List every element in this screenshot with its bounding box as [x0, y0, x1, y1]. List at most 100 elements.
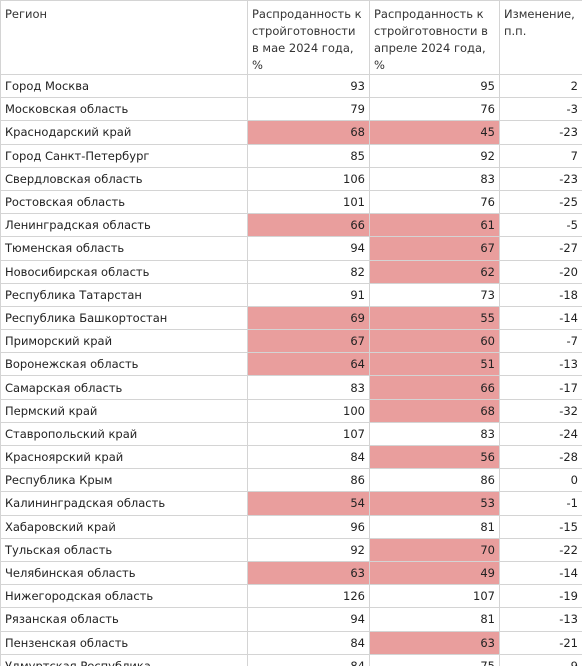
- table-row: Новосибирская область 82 62 -20: [0, 259, 582, 284]
- region-cell: Московская область: [0, 97, 248, 122]
- table-row: Тульская область 92 70 -22: [0, 537, 582, 562]
- table-body: Город Москва 93 95 2 Московская область 79 76-…: [0, 73, 582, 666]
- region-cell: Республика Башкортостан: [0, 305, 248, 331]
- region-cell: Ростовская область: [0, 189, 248, 215]
- value-cell: 106: [247, 166, 370, 191]
- table-row: Краснодарский край 68 45 -23: [0, 120, 582, 145]
- table-row: Нижегородская область 126 107 -19: [0, 584, 582, 609]
- value-cell: -13: [499, 352, 582, 377]
- region-cell: Ленинградская область: [0, 213, 248, 238]
- table-row: Московская область 79 76 -3: [0, 97, 582, 122]
- table-row: Самарская область 83 66 -17: [0, 375, 582, 400]
- value-cell: 54: [247, 491, 370, 516]
- value-cell: -28: [499, 444, 582, 470]
- value-cell: 53: [369, 491, 500, 516]
- value-cell: 62: [369, 259, 500, 284]
- table-row: Челябинская область 63 49 -14: [0, 560, 582, 586]
- value-cell: -27: [499, 236, 582, 261]
- value-cell: -22: [499, 537, 582, 562]
- value-cell: 84: [247, 653, 370, 666]
- value-cell: 92: [247, 537, 370, 562]
- table-row: Республика Татарстан 91 73 -18: [0, 282, 582, 307]
- value-cell: 83: [369, 421, 500, 447]
- value-cell: -14: [499, 305, 582, 331]
- value-cell: -15: [499, 514, 582, 539]
- table-row: Город Москва 93 95 2: [0, 73, 582, 99]
- region-cell: Ставропольский край: [0, 421, 248, 447]
- region-cell: Рязанская область: [0, 607, 248, 632]
- value-cell: 126: [247, 584, 370, 609]
- value-cell: -13: [499, 607, 582, 632]
- table-row: Город Санкт-Петербург 85 92 7: [0, 143, 582, 168]
- value-cell: 85: [247, 143, 370, 168]
- region-cell: Республика Крым: [0, 468, 248, 493]
- value-cell: 101: [247, 189, 370, 215]
- table-row: Воронежская область 64 51 -13: [0, 352, 582, 377]
- table-row: Республика Крым 86 86 0: [0, 468, 582, 493]
- value-cell: -19: [499, 584, 582, 609]
- value-cell: 94: [247, 236, 370, 261]
- value-cell: -18: [499, 282, 582, 307]
- region-cell: Самарская область: [0, 375, 248, 400]
- value-cell: 76: [369, 189, 500, 215]
- value-cell: 66: [369, 375, 500, 400]
- value-cell: 67: [247, 329, 370, 354]
- value-cell: 84: [247, 444, 370, 470]
- value-cell: -23: [499, 120, 582, 145]
- value-cell: -20: [499, 259, 582, 284]
- table-row: Ленинградская область 66 61 -5: [0, 213, 582, 238]
- value-cell: -32: [499, 398, 582, 423]
- table-row: Ставропольский край 107 83 -24: [0, 421, 582, 447]
- value-cell: 55: [369, 305, 500, 331]
- value-cell: 75: [369, 653, 500, 666]
- table-row: Красноярский край 84 56 -28: [0, 444, 582, 470]
- value-cell: -9: [499, 653, 582, 666]
- value-cell: 100: [247, 398, 370, 423]
- region-cell: Свердловская область: [0, 166, 248, 191]
- table-row: Пензенская область 84 63 -21: [0, 630, 582, 655]
- value-cell: 56: [369, 444, 500, 470]
- value-cell: 81: [369, 607, 500, 632]
- value-cell: -1: [499, 491, 582, 516]
- value-cell: 68: [369, 398, 500, 423]
- region-cell: Город Москва: [0, 73, 248, 99]
- value-cell: 0: [499, 468, 582, 493]
- value-cell: 92: [369, 143, 500, 168]
- value-cell: 68: [247, 120, 370, 145]
- region-cell: Калининградская область: [0, 491, 248, 516]
- table-row: Тюменская область 94 67 -27: [0, 236, 582, 261]
- region-cell: Пермский край: [0, 398, 248, 423]
- table-row: Приморский край 67 60 -7: [0, 329, 582, 354]
- value-cell: 51: [369, 352, 500, 377]
- value-cell: 45: [369, 120, 500, 145]
- table-row: Ростовская область 101 76 -25: [0, 189, 582, 215]
- value-cell: 60: [369, 329, 500, 354]
- value-cell: -17: [499, 375, 582, 400]
- region-cell: Республика Татарстан: [0, 282, 248, 307]
- value-cell: 94: [247, 607, 370, 632]
- value-cell: 96: [247, 514, 370, 539]
- region-cell: Город Санкт-Петербург: [0, 143, 248, 168]
- region-cell: Красноярский край: [0, 444, 248, 470]
- region-cell: Хабаровский край: [0, 514, 248, 539]
- value-cell: 107: [247, 421, 370, 447]
- value-cell: -25: [499, 189, 582, 215]
- value-cell: 84: [247, 630, 370, 655]
- header-cell: Изменение, п.п.: [499, 0, 582, 75]
- table-row: Пермский край 100 68 -32: [0, 398, 582, 423]
- header-cell: Распроданность к стройготовности в мае 2…: [247, 0, 370, 75]
- table-row: Удмуртская Республика 84 75 -9: [0, 653, 582, 666]
- value-cell: 83: [369, 166, 500, 191]
- table-row: Калининградская область 54 53 -1: [0, 491, 582, 516]
- region-cell: Новосибирская область: [0, 259, 248, 284]
- value-cell: -24: [499, 421, 582, 447]
- value-cell: 76: [369, 97, 500, 122]
- region-cell: Челябинская область: [0, 560, 248, 586]
- value-cell: 79: [247, 97, 370, 122]
- region-cell: Краснодарский край: [0, 120, 248, 145]
- table-row: Хабаровский край 96 81 -15: [0, 514, 582, 539]
- region-cell: Тульская область: [0, 537, 248, 562]
- table-row: Республика Башкортостан 69 55 -14: [0, 305, 582, 331]
- value-cell: -14: [499, 560, 582, 586]
- value-cell: 73: [369, 282, 500, 307]
